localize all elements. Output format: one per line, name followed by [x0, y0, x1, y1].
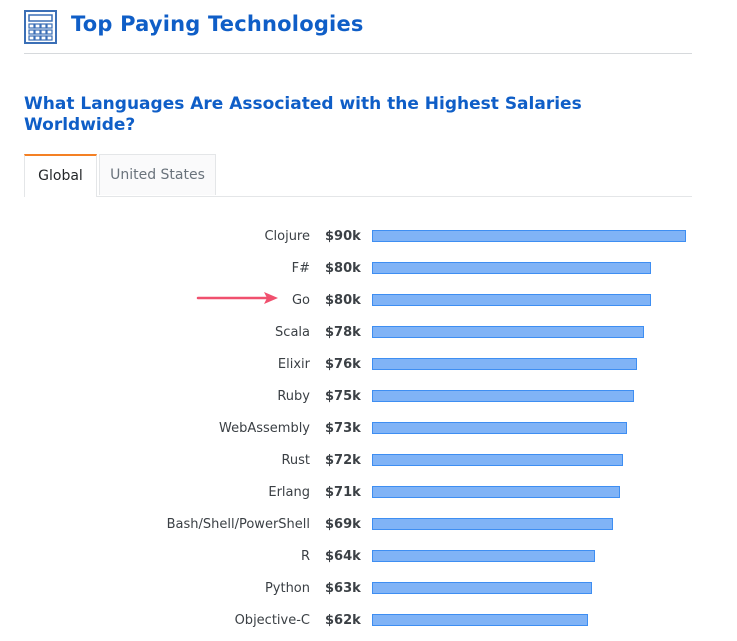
- bar-row: Objective-C $62k: [0, 606, 737, 638]
- bar-row: Bash/Shell/PowerShell $69k: [0, 510, 737, 542]
- arrow-right-icon: [196, 292, 278, 304]
- category-label: WebAssembly: [219, 421, 310, 436]
- value-label: $75k: [325, 389, 361, 404]
- calculator-icon: [24, 10, 57, 44]
- bar[interactable]: [372, 422, 627, 434]
- value-label: $90k: [325, 229, 361, 244]
- bar[interactable]: [372, 390, 634, 402]
- category-label: Python: [264, 581, 310, 596]
- bar-row: Clojure $90k: [0, 222, 737, 254]
- bar-row: Elixir $76k: [0, 350, 737, 382]
- category-label: Go: [291, 293, 310, 308]
- tab-united-states[interactable]: United States: [99, 154, 216, 195]
- region-tabs: Global United States: [24, 154, 692, 197]
- category-label: Elixir: [277, 357, 310, 372]
- salary-bar-chart: Clojure $90k F# $80k Go $80k Scala $78k Elixir $7…: [0, 222, 737, 641]
- category-label: Objective-C: [234, 613, 310, 628]
- bar[interactable]: [372, 486, 620, 498]
- category-label: R: [300, 549, 310, 564]
- bar[interactable]: [372, 358, 637, 370]
- section-header: Top Paying Technologies: [24, 8, 692, 54]
- category-label: Rust: [281, 453, 310, 468]
- bar[interactable]: [372, 614, 588, 626]
- value-label: $73k: [325, 421, 361, 436]
- bar-row: R $64k: [0, 542, 737, 574]
- value-label: $80k: [325, 293, 361, 308]
- bar-row: Go $80k: [0, 286, 737, 318]
- bar-row: F# $80k: [0, 254, 737, 286]
- value-label: $71k: [325, 485, 361, 500]
- bar[interactable]: [372, 550, 595, 562]
- value-label: $64k: [325, 549, 361, 564]
- bar-row: Erlang $71k: [0, 478, 737, 510]
- category-label: Bash/Shell/PowerShell: [166, 517, 310, 532]
- value-label: $72k: [325, 453, 361, 468]
- bar-row: Python $63k: [0, 574, 737, 606]
- bar-row: Scala $78k: [0, 318, 737, 350]
- value-label: $78k: [325, 325, 361, 340]
- bar[interactable]: [372, 326, 644, 338]
- bar[interactable]: [372, 454, 623, 466]
- page-title: Top Paying Technologies: [71, 12, 364, 36]
- bar[interactable]: [372, 262, 651, 274]
- bar-row: WebAssembly $73k: [0, 414, 737, 446]
- value-label: $63k: [325, 581, 361, 596]
- category-label: Clojure: [264, 229, 310, 244]
- category-label: Ruby: [277, 389, 310, 404]
- bar[interactable]: [372, 582, 592, 594]
- chart-heading: What Languages Are Associated with the H…: [24, 94, 582, 135]
- category-label: Erlang: [268, 485, 310, 500]
- value-label: $76k: [325, 357, 361, 372]
- bar-row: Rust $72k: [0, 446, 737, 478]
- tab-global[interactable]: Global: [24, 154, 97, 197]
- value-label: $80k: [325, 261, 361, 276]
- bar-row: Ruby $75k: [0, 382, 737, 414]
- bar[interactable]: [372, 230, 686, 242]
- category-label: F#: [291, 261, 310, 276]
- category-label: Scala: [275, 325, 310, 340]
- bar[interactable]: [372, 294, 651, 306]
- value-label: $62k: [325, 613, 361, 628]
- bar[interactable]: [372, 518, 613, 530]
- value-label: $69k: [325, 517, 361, 532]
